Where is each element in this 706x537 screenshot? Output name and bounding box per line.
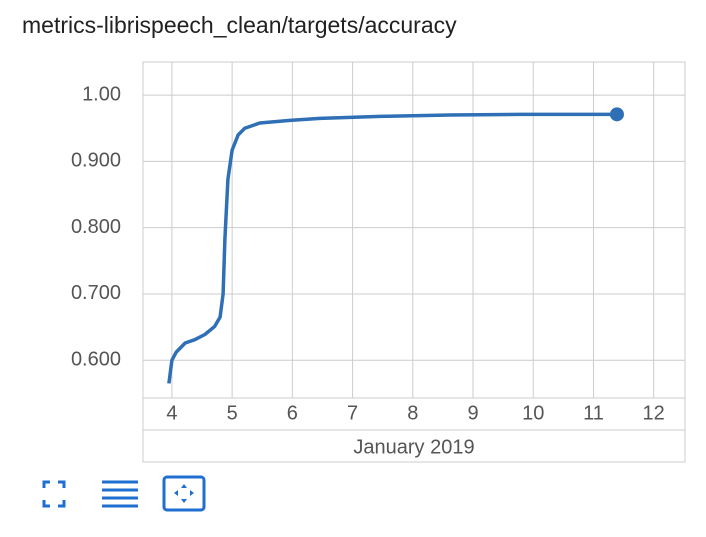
x-tick-label: 7 <box>347 402 358 424</box>
y-tick-label: 0.700 <box>71 282 121 304</box>
fullscreen-icon[interactable] <box>42 480 66 508</box>
x-tick-label: 5 <box>227 402 238 424</box>
x-tick-label: 10 <box>522 402 544 424</box>
last-point <box>609 107 624 122</box>
x-tick-label: 9 <box>467 402 478 424</box>
x-axis-label: January 2019 <box>353 436 474 458</box>
toggle-log-icon[interactable] <box>102 480 138 508</box>
plot-border <box>142 61 686 399</box>
x-tick-label: 6 <box>287 402 298 424</box>
y-tick-label: 0.800 <box>71 216 121 238</box>
y-tick-label: 0.900 <box>71 150 121 172</box>
x-tick-label: 8 <box>407 402 418 424</box>
fit-arrows <box>174 484 194 503</box>
x-tick-label: 4 <box>166 402 177 424</box>
series-line <box>167 112 617 384</box>
chart-title: metrics-librispeech_clean/targets/accura… <box>22 12 457 38</box>
x-tick-label: 12 <box>643 402 665 424</box>
fit-domain-icon[interactable] <box>162 475 206 512</box>
y-tick-label: 0.600 <box>71 349 121 371</box>
y-tick-label: 1.00 <box>82 83 121 105</box>
toolbar[interactable] <box>42 475 206 512</box>
x-tick-label: 11 <box>583 402 604 424</box>
